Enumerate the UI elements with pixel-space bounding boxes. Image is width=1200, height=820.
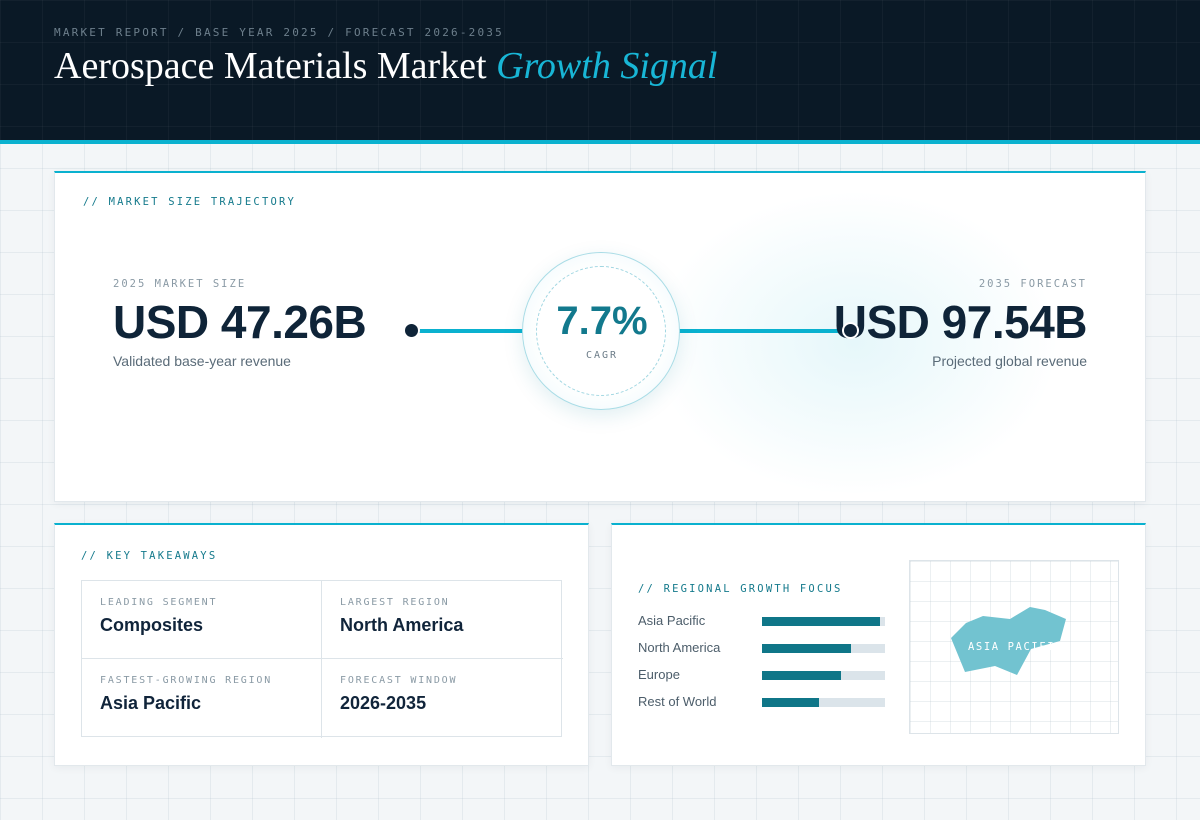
takeaways-section-label: // KEY TAKEAWAYS xyxy=(81,550,218,562)
region-bar-row: Rest of World xyxy=(638,692,888,712)
start-value: USD 47.26B xyxy=(113,296,367,348)
region-bar-fill xyxy=(762,617,881,626)
region-bar-track xyxy=(762,698,885,707)
takeaway-value: Composites xyxy=(100,615,204,635)
takeaway-key: LARGEST REGION xyxy=(340,597,450,608)
takeaway-key: LEADING SEGMENT xyxy=(100,597,218,608)
end-value: USD 97.54B xyxy=(833,296,1088,348)
start-caption: 2025 MARKET SIZE xyxy=(113,278,247,290)
start-note: Validated base-year revenue xyxy=(113,353,291,369)
region-bar-fill xyxy=(762,671,841,680)
region-bar-label: North America xyxy=(638,640,721,655)
end-caption: 2035 FORECAST xyxy=(978,278,1087,290)
cagr-badge: 7.7% CAGR xyxy=(522,252,680,410)
grid-divider-horizontal xyxy=(82,658,563,659)
takeaway-key: FASTEST-GROWING REGION xyxy=(100,675,273,686)
page-header: MARKET REPORT / BASE YEAR 2025 / FORECAS… xyxy=(0,0,1200,144)
takeaway-leading-segment: LEADING SEGMENT Composites xyxy=(82,581,322,659)
region-bar-row: Europe xyxy=(638,665,888,685)
region-bar-track xyxy=(762,617,885,626)
region-bar-row: Asia Pacific xyxy=(638,611,888,631)
regional-card: // REGIONAL GROWTH FOCUS Asia Pacific No… xyxy=(611,523,1146,766)
region-bar-label: Europe xyxy=(638,667,680,682)
breadcrumb: MARKET REPORT / BASE YEAR 2025 / FORECAS… xyxy=(54,26,504,39)
end-dot xyxy=(842,322,859,339)
takeaway-value: North America xyxy=(340,615,464,635)
region-bar-track xyxy=(762,671,885,680)
takeaways-grid: LEADING SEGMENT Composites LARGEST REGIO… xyxy=(81,580,563,738)
end-note: Projected global revenue xyxy=(932,353,1087,369)
cagr-ring: 7.7% CAGR xyxy=(536,266,666,396)
trajectory-section-label: // MARKET SIZE TRAJECTORY xyxy=(83,196,297,208)
region-bar-row: North America xyxy=(638,638,888,658)
page-title: Aerospace Materials Market Growth Signal xyxy=(54,44,717,88)
region-map: ASIA PACIFIC xyxy=(909,560,1119,734)
cagr-label: CAGR xyxy=(585,350,619,361)
trajectory-card: // MARKET SIZE TRAJECTORY 2025 MARKET SI… xyxy=(54,171,1146,502)
takeaway-fastest-growing-region: FASTEST-GROWING REGION Asia Pacific xyxy=(82,659,322,737)
takeaway-forecast-window: FORECAST WINDOW 2026-2035 xyxy=(322,659,562,737)
region-bar-fill xyxy=(762,644,851,653)
takeaway-value: 2026-2035 xyxy=(340,693,427,713)
takeaway-value: Asia Pacific xyxy=(100,693,202,713)
takeaway-key: FORECAST WINDOW xyxy=(340,675,458,686)
region-bar-track xyxy=(762,644,885,653)
cagr-value: 7.7% xyxy=(556,299,648,343)
regional-section-label: // REGIONAL GROWTH FOCUS xyxy=(638,583,843,595)
takeaway-largest-region: LARGEST REGION North America xyxy=(322,581,562,659)
region-bar-fill xyxy=(762,698,819,707)
region-bar-label: Rest of World xyxy=(638,694,717,709)
glow-decoration xyxy=(655,193,1055,493)
title-accent: Growth Signal xyxy=(496,45,718,87)
map-region-label: ASIA PACIFIC xyxy=(968,641,1064,653)
start-dot xyxy=(403,322,420,339)
region-bar-label: Asia Pacific xyxy=(638,613,706,628)
asia-pacific-map-shape xyxy=(951,607,1066,675)
grid-divider-vertical xyxy=(321,581,322,738)
title-main: Aerospace Materials Market xyxy=(54,45,487,87)
takeaways-card: // KEY TAKEAWAYS LEADING SEGMENT Composi… xyxy=(54,523,589,766)
